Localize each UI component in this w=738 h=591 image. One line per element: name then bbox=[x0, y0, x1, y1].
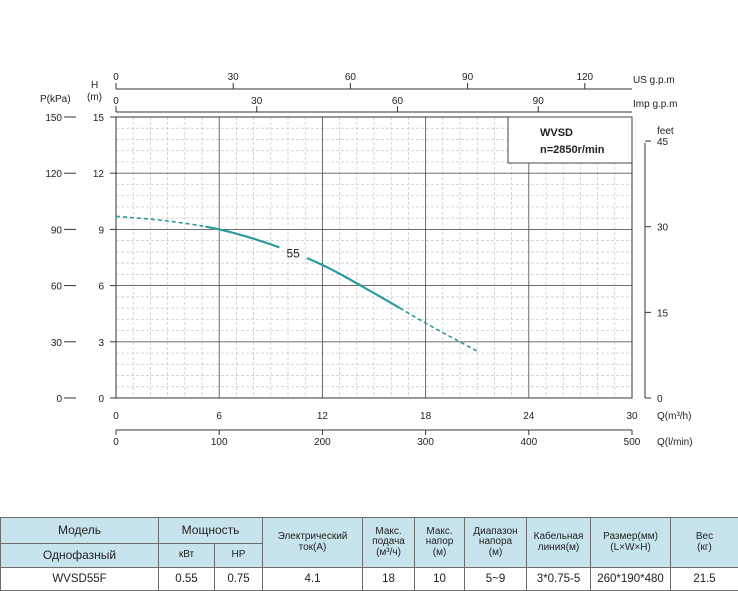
cell-max-head: 10 bbox=[414, 567, 466, 591]
curve-segment-dashed-end bbox=[399, 307, 478, 352]
curve-label: 55 bbox=[286, 247, 300, 261]
q-m3h-tick-label: 6 bbox=[216, 411, 222, 422]
header-max-head-label: Макс. напор bbox=[425, 525, 454, 548]
head-tick-label: 3 bbox=[98, 338, 104, 349]
head-tick-label: 15 bbox=[93, 113, 105, 124]
q-lmin-tick-label: 300 bbox=[417, 437, 434, 448]
cell-hp: 0.75 bbox=[213, 567, 264, 591]
pressure-tick-label: 30 bbox=[51, 338, 63, 349]
q-lmin-tick-label: 200 bbox=[314, 437, 331, 448]
header-single-phase: Однофазный bbox=[0, 543, 159, 568]
header-max-flow: Макс. подача (м³/ч) bbox=[362, 517, 416, 568]
q-m3h-axis-label: Q(m³/h) bbox=[657, 411, 691, 422]
header-max-head-unit: (м) bbox=[432, 546, 447, 558]
header-size-unit: (L×W×H) bbox=[610, 541, 651, 553]
chart-axes bbox=[115, 88, 646, 431]
curve-segment-solid bbox=[306, 257, 401, 310]
header-size: Размер(мм) (L×W×H) bbox=[590, 517, 672, 568]
head-tick-label: 0 bbox=[98, 394, 104, 405]
imp-gpm-tick-label: 30 bbox=[251, 96, 263, 107]
head-tick-label: 6 bbox=[98, 282, 104, 293]
curve-segment-solid bbox=[205, 225, 280, 249]
header-weight-label: Вес bbox=[695, 531, 714, 542]
head-tick-label: 9 bbox=[98, 225, 104, 236]
header-kw: кВт bbox=[158, 543, 215, 568]
plot-frame bbox=[115, 116, 633, 399]
q-lmin-axis-label: Q(l/min) bbox=[657, 437, 693, 448]
us-gpm-tick-label: 60 bbox=[345, 72, 357, 83]
q-lmin-tick-label: 0 bbox=[113, 437, 119, 448]
pressure-tick-label: 0 bbox=[56, 394, 62, 405]
cell-current: 4.1 bbox=[262, 567, 364, 591]
q-lmin-tick-label: 500 bbox=[624, 437, 641, 448]
feet-tick-label: 15 bbox=[657, 308, 669, 319]
imp-gpm-tick-label: 60 bbox=[392, 96, 404, 107]
imp-gpm-tick-label: 0 bbox=[113, 96, 119, 107]
header-max-flow-label: Макс. подача bbox=[372, 525, 405, 548]
head-tick-label: 12 bbox=[93, 169, 105, 180]
feet-tick-label: 30 bbox=[657, 223, 669, 234]
cell-head-range: 5~9 bbox=[464, 567, 528, 591]
q-lmin-tick-label: 100 bbox=[211, 437, 228, 448]
head-axis-label: H bbox=[91, 80, 98, 91]
us-gpm-tick-label: 90 bbox=[462, 72, 474, 83]
cell-model: WVSD55F bbox=[0, 567, 159, 591]
q-m3h-tick-label: 12 bbox=[317, 411, 329, 422]
pressure-tick-label: 120 bbox=[45, 169, 62, 180]
head-axis-unit: (m) bbox=[87, 92, 102, 103]
us-gpm-tick-label: 30 bbox=[228, 72, 240, 83]
q-lmin-tick-label: 400 bbox=[520, 437, 537, 448]
pressure-tick-label: 150 bbox=[45, 113, 62, 124]
performance-curve: 55 bbox=[115, 215, 478, 352]
model-name: WVSD bbox=[540, 127, 573, 139]
us-gpm-tick-label: 120 bbox=[576, 72, 593, 83]
chart-grid bbox=[116, 117, 632, 398]
header-current: Электрический ток(А) bbox=[262, 517, 364, 568]
model-info-box: WVSD n=2850r/min bbox=[507, 116, 633, 164]
header-model: Модель bbox=[0, 517, 159, 544]
header-max-flow-unit: (м³/ч) bbox=[376, 546, 401, 558]
feet-tick-label: 0 bbox=[657, 394, 663, 405]
header-head-range: Диапазон напора (м) bbox=[464, 517, 528, 568]
imp-gpm-axis-label: Imp g.p.m bbox=[633, 99, 677, 110]
us-gpm-axis-label: US g.p.m bbox=[633, 75, 675, 86]
feet-axis-label: feet bbox=[657, 126, 674, 137]
cell-cable: 3*0.75-5 bbox=[526, 567, 592, 591]
cell-kw: 0.55 bbox=[158, 567, 215, 591]
q-m3h-tick-label: 18 bbox=[420, 411, 432, 422]
header-weight-unit: (кг) bbox=[697, 541, 712, 553]
q-m3h-tick-label: 24 bbox=[523, 411, 535, 422]
feet-tick-label: 45 bbox=[657, 137, 669, 148]
header-head-range-label: Диапазон напора bbox=[473, 525, 518, 548]
pressure-axis-label: P(kPa) bbox=[40, 94, 71, 105]
imp-gpm-tick-label: 90 bbox=[533, 96, 545, 107]
header-max-head: Макс. напор (м) bbox=[414, 517, 466, 568]
header-head-range-unit: (м) bbox=[488, 546, 503, 558]
cell-max-flow: 18 bbox=[362, 567, 416, 591]
header-cable: Кабельная линия(м) bbox=[526, 517, 592, 568]
pressure-tick-label: 60 bbox=[51, 282, 63, 293]
cell-size: 260*190*480 bbox=[590, 567, 672, 591]
header-hp: HP bbox=[213, 543, 264, 568]
header-weight: Вес (кг) bbox=[670, 517, 738, 568]
specification-table: Модель Мощность Электрический ток(А) Мак… bbox=[0, 517, 738, 591]
pressure-tick-label: 90 bbox=[51, 225, 63, 236]
model-speed: n=2850r/min bbox=[540, 144, 605, 156]
us-gpm-tick-label: 0 bbox=[113, 72, 119, 83]
q-m3h-tick-label: 0 bbox=[113, 411, 119, 422]
header-power: Мощность bbox=[157, 517, 264, 544]
q-m3h-tick-label: 30 bbox=[626, 411, 638, 422]
curve-segment-dashed-start bbox=[115, 215, 206, 228]
cell-weight: 21.5 bbox=[670, 567, 738, 591]
header-size-label: Размер(мм) bbox=[603, 531, 658, 542]
